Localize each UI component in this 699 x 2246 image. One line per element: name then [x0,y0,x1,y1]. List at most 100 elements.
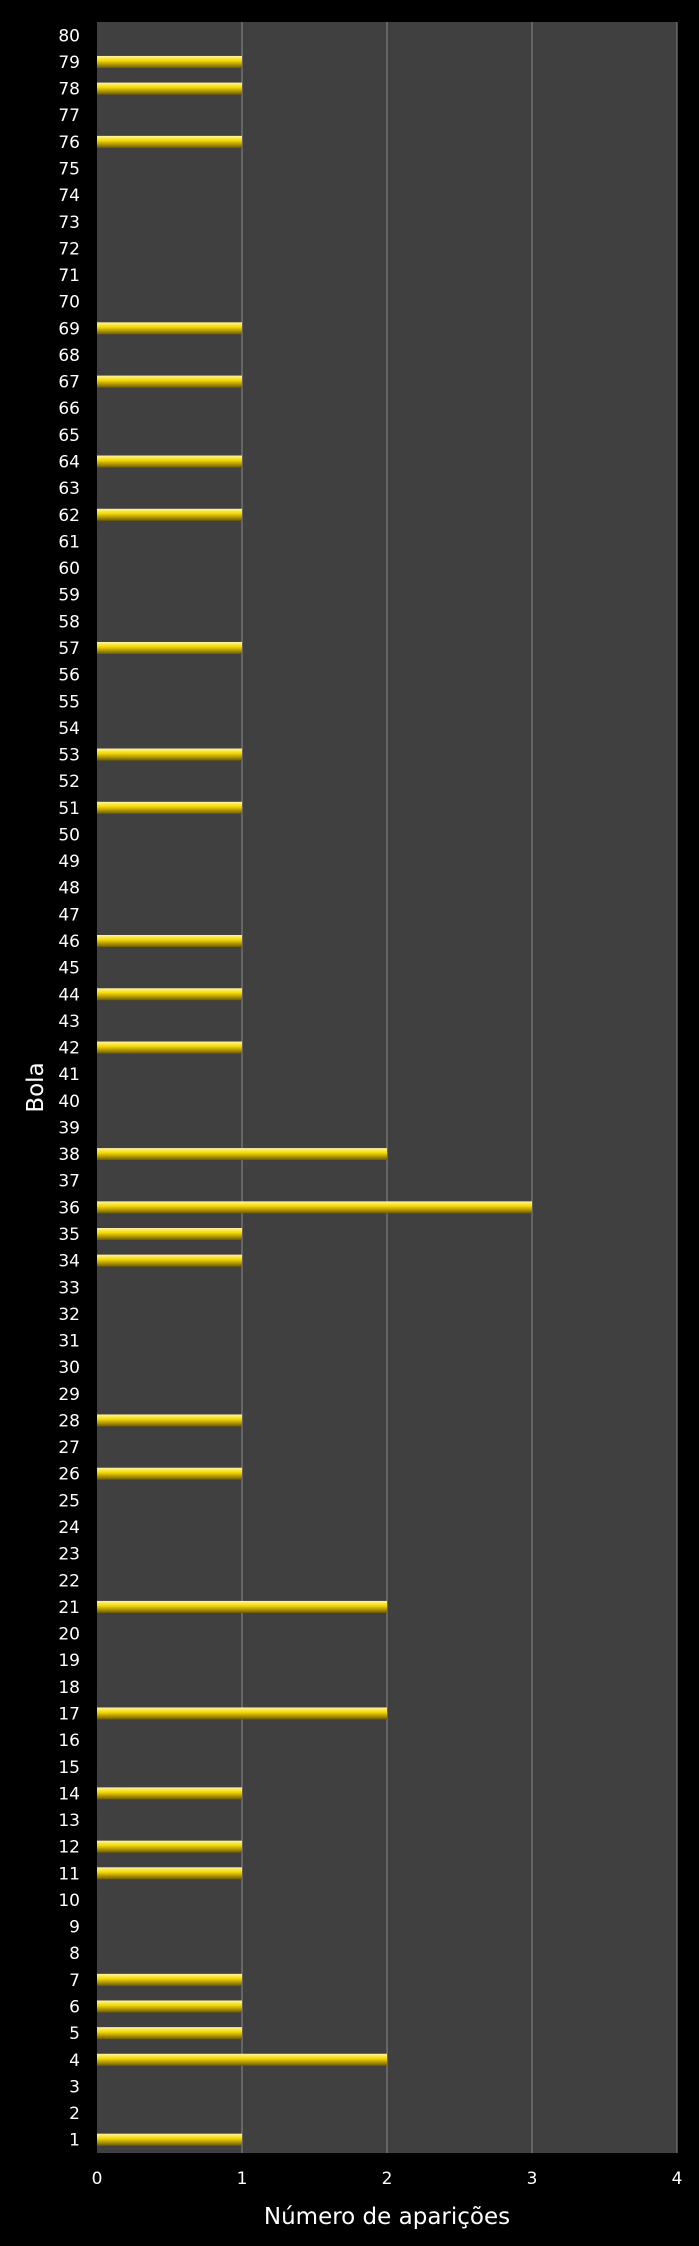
bar-62 [97,508,242,521]
y-tick-label-28: 28 [58,1411,80,1431]
y-tick-label-62: 62 [58,506,80,526]
bar-6 [97,2000,242,2013]
y-tick-label-52: 52 [58,772,80,792]
bar-1 [97,2133,242,2146]
y-tick-label-20: 20 [58,1625,80,1645]
y-tick-label-2: 2 [69,2104,80,2124]
bar-69 [97,322,242,335]
bar-12 [97,1840,242,1853]
x-tick-label-2: 2 [382,2169,393,2189]
y-tick-label-29: 29 [58,1385,80,1405]
y-tick-label-43: 43 [58,1012,80,1032]
bar-76 [97,135,242,148]
y-tick-label-45: 45 [58,959,80,979]
bar-46 [97,934,242,947]
y-tick-label-54: 54 [58,719,80,739]
bar-28 [97,1414,242,1427]
y-tick-label-35: 35 [58,1225,80,1245]
y-tick-label-13: 13 [58,1811,80,1831]
bar-7 [97,1973,242,1986]
y-tick-label-18: 18 [58,1678,80,1698]
y-axis-title: Bola [23,1062,49,1112]
y-tick-label-34: 34 [58,1252,80,1272]
y-tick-label-22: 22 [58,1571,80,1591]
y-tick-label-10: 10 [58,1891,80,1911]
y-tick-label-42: 42 [58,1039,80,1059]
y-tick-label-66: 66 [58,399,80,419]
y-tick-label-49: 49 [58,852,80,872]
bar-4 [97,2053,387,2066]
y-tick-label-71: 71 [58,266,80,286]
y-tick-label-15: 15 [58,1758,80,1778]
y-tick-label-8: 8 [69,1944,80,1964]
bars [97,55,532,2146]
y-tick-label-37: 37 [58,1172,80,1192]
y-tick-label-40: 40 [58,1092,80,1112]
y-tick-label-30: 30 [58,1358,80,1378]
y-tick-label-74: 74 [58,186,80,206]
y-tick-label-5: 5 [69,2024,80,2044]
x-tick-label-0: 0 [92,2169,103,2189]
y-tick-label-4: 4 [69,2051,80,2071]
y-tick-label-9: 9 [69,1918,80,1938]
y-tick-label-67: 67 [58,373,80,393]
bar-53 [97,748,242,761]
bar-42 [97,1041,242,1054]
bar-79 [97,55,242,68]
y-tick-label-25: 25 [58,1491,80,1511]
y-tick-label-39: 39 [58,1118,80,1138]
bar-11 [97,1867,242,1880]
y-tick-label-21: 21 [58,1598,80,1618]
y-tick-label-41: 41 [58,1065,80,1085]
y-tick-label-26: 26 [58,1465,80,1485]
bar-78 [97,82,242,95]
x-axis-title: Número de aparições [264,2204,510,2230]
y-tick-label-56: 56 [58,666,80,686]
bar-36 [97,1201,532,1214]
y-tick-label-60: 60 [58,559,80,579]
y-tick-label-6: 6 [69,1997,80,2017]
y-tick-label-65: 65 [58,426,80,446]
y-tick-label-53: 53 [58,746,80,766]
y-tick-label-69: 69 [58,319,80,339]
y-tick-label-32: 32 [58,1305,80,1325]
y-tick-label-47: 47 [58,905,80,925]
y-tick-label-59: 59 [58,586,80,606]
y-tick-label-77: 77 [58,106,80,126]
x-tick-label-3: 3 [527,2169,538,2189]
y-tick-label-79: 79 [58,53,80,73]
y-tick-label-46: 46 [58,932,80,952]
bar-57 [97,641,242,654]
y-tick-label-80: 80 [58,26,80,46]
y-tick-label-16: 16 [58,1731,80,1751]
y-tick-labels: 1234567891011121314151617181920212223242… [58,26,80,2150]
bar-44 [97,988,242,1001]
y-tick-label-48: 48 [58,879,80,899]
y-tick-label-23: 23 [58,1545,80,1565]
y-tick-label-75: 75 [58,160,80,180]
x-tick-label-4: 4 [672,2169,683,2189]
y-tick-label-27: 27 [58,1438,80,1458]
y-tick-label-31: 31 [58,1332,80,1352]
y-tick-label-70: 70 [58,293,80,313]
y-tick-label-63: 63 [58,479,80,499]
y-tick-label-50: 50 [58,825,80,845]
bar-21 [97,1600,387,1613]
bar-64 [97,455,242,468]
bar-5 [97,2027,242,2040]
y-tick-label-17: 17 [58,1704,80,1724]
y-tick-label-12: 12 [58,1838,80,1858]
y-tick-label-64: 64 [58,453,80,473]
bar-38 [97,1148,387,1161]
bar-17 [97,1707,387,1720]
y-tick-label-44: 44 [58,985,80,1005]
y-tick-label-7: 7 [69,1971,80,1991]
bar-35 [97,1228,242,1241]
y-tick-label-78: 78 [58,80,80,100]
y-tick-label-73: 73 [58,213,80,233]
y-tick-label-3: 3 [69,2077,80,2097]
y-tick-label-57: 57 [58,639,80,659]
y-tick-label-33: 33 [58,1278,80,1298]
